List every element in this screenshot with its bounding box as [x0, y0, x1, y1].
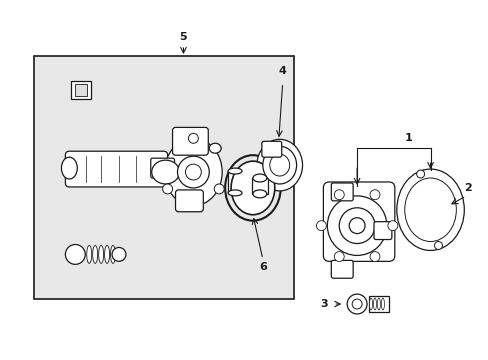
FancyBboxPatch shape [323, 182, 394, 261]
Ellipse shape [151, 160, 179, 184]
FancyBboxPatch shape [175, 190, 203, 212]
Circle shape [369, 252, 379, 262]
Ellipse shape [377, 298, 380, 310]
Text: 5: 5 [179, 32, 187, 42]
Circle shape [346, 294, 366, 314]
Ellipse shape [369, 298, 372, 310]
Circle shape [214, 184, 224, 194]
Circle shape [188, 133, 198, 143]
FancyBboxPatch shape [262, 141, 281, 157]
Circle shape [351, 299, 361, 309]
Circle shape [348, 218, 365, 234]
Circle shape [339, 208, 374, 243]
Bar [75, 84, 87, 96]
Ellipse shape [93, 246, 98, 264]
Text: 2: 2 [464, 183, 471, 193]
Ellipse shape [104, 246, 109, 264]
Ellipse shape [404, 178, 455, 242]
Ellipse shape [252, 190, 266, 198]
Text: 3: 3 [320, 299, 327, 309]
Circle shape [316, 221, 325, 231]
Bar [251, 178, 267, 194]
Ellipse shape [61, 157, 77, 179]
FancyBboxPatch shape [331, 260, 352, 278]
Circle shape [416, 170, 424, 178]
Text: 1: 1 [404, 133, 412, 143]
Ellipse shape [228, 168, 242, 174]
Circle shape [65, 244, 85, 264]
Circle shape [334, 190, 344, 200]
FancyBboxPatch shape [373, 222, 391, 239]
FancyBboxPatch shape [150, 158, 174, 178]
Circle shape [185, 164, 201, 180]
Ellipse shape [256, 139, 302, 191]
Ellipse shape [224, 155, 280, 221]
Circle shape [434, 242, 442, 249]
Circle shape [112, 247, 126, 261]
Circle shape [326, 196, 386, 255]
Circle shape [334, 252, 344, 262]
Bar [368, 296, 388, 312]
Ellipse shape [263, 146, 296, 184]
Ellipse shape [269, 154, 289, 176]
FancyBboxPatch shape [331, 183, 352, 201]
Ellipse shape [396, 169, 463, 251]
Circle shape [369, 190, 379, 200]
Circle shape [387, 221, 397, 231]
Ellipse shape [209, 143, 221, 153]
FancyBboxPatch shape [172, 127, 208, 155]
Ellipse shape [381, 298, 384, 310]
Ellipse shape [373, 298, 376, 310]
Ellipse shape [164, 138, 222, 206]
Bar [34, 56, 293, 299]
Bar [228, 171, 242, 193]
Ellipse shape [86, 246, 92, 264]
Bar [71, 81, 91, 99]
Circle shape [177, 156, 209, 188]
Ellipse shape [99, 246, 103, 264]
Text: 4: 4 [278, 66, 286, 76]
Ellipse shape [231, 161, 274, 215]
Ellipse shape [228, 190, 242, 196]
Ellipse shape [252, 174, 266, 182]
Ellipse shape [110, 246, 115, 264]
FancyBboxPatch shape [65, 151, 167, 187]
Circle shape [163, 184, 172, 194]
Text: 6: 6 [258, 262, 266, 272]
